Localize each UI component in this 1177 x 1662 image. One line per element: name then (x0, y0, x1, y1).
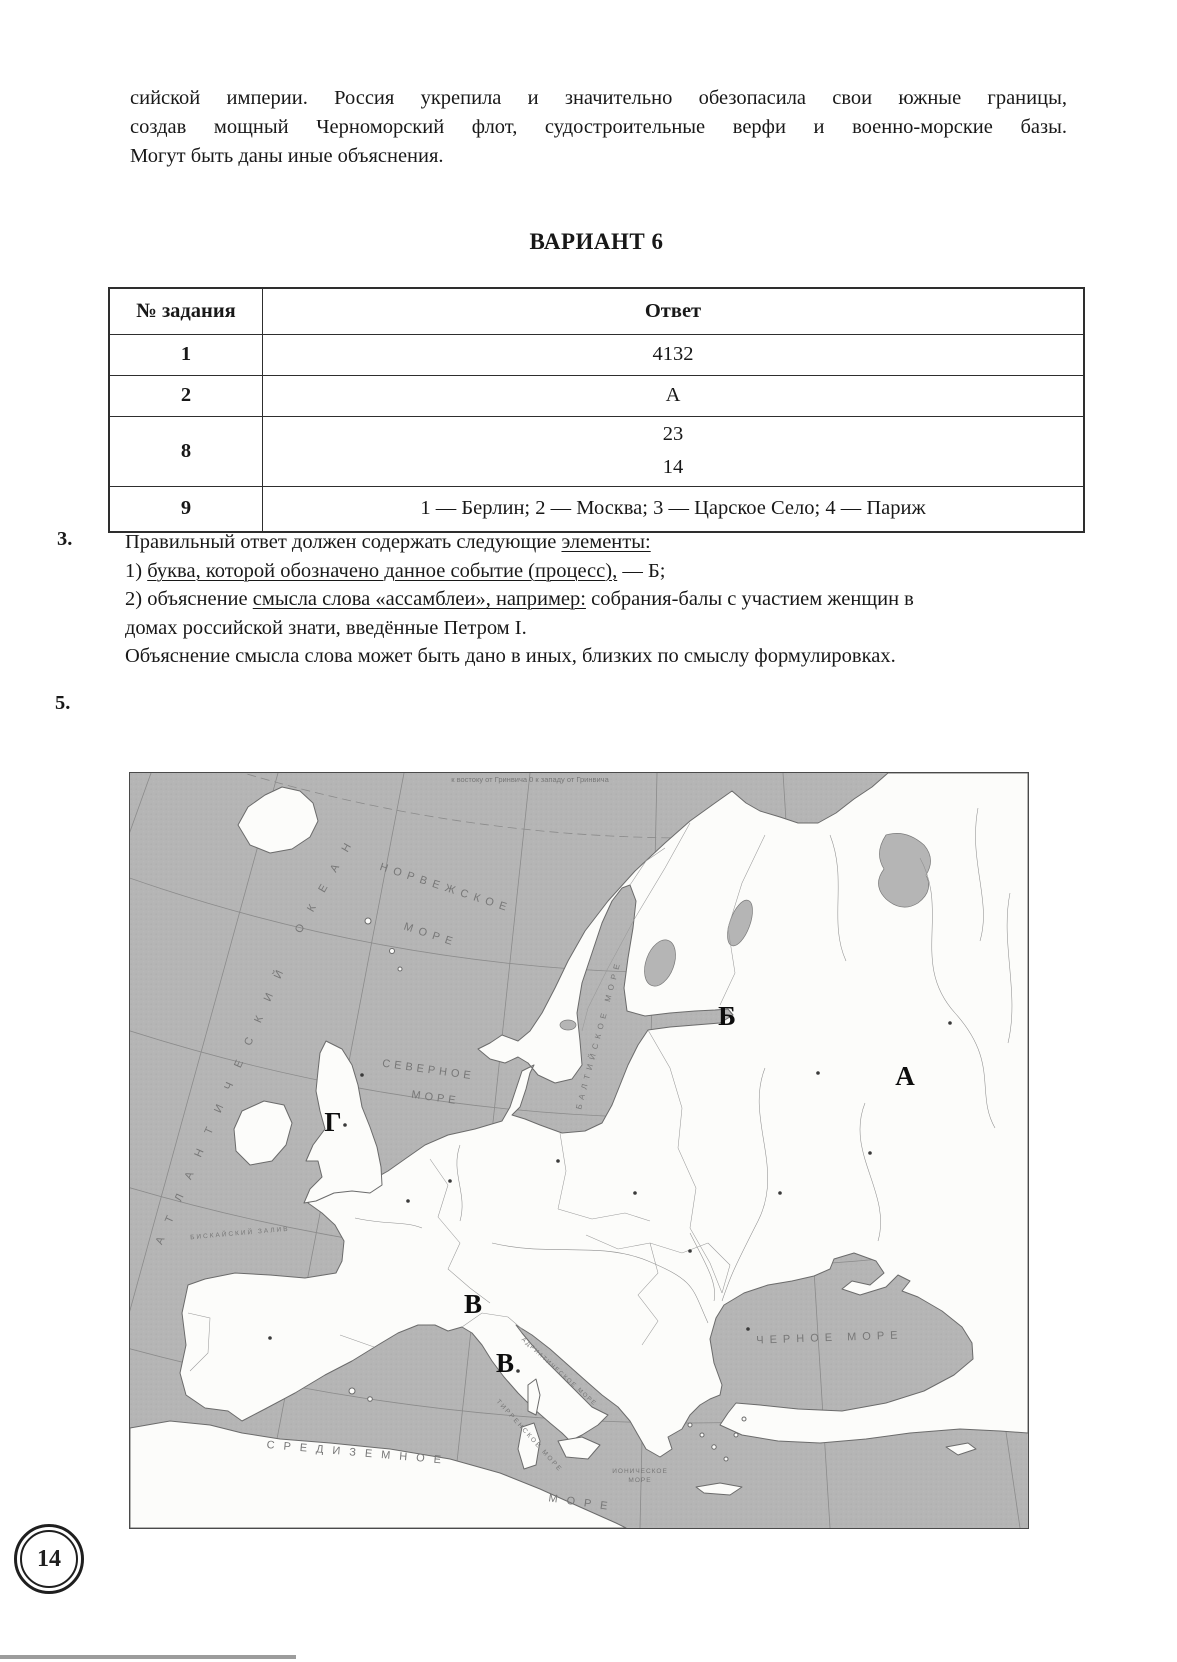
col-header-answer: Ответ (262, 287, 1085, 335)
variant-heading: ВАРИАНТ 6 (529, 229, 664, 254)
land-ireland (233, 1100, 293, 1166)
task5-number: 5. (55, 692, 71, 714)
answer-line: 23 (662, 423, 684, 445)
task3-item2-line2: домах российской знати, введённые Петром… (125, 616, 527, 639)
ionian-sea-label: ИОНИЧЕСКОЕ (612, 1468, 668, 1475)
white-sea (878, 833, 931, 908)
task3-intro: Правильный ответ должен содержать следую… (125, 531, 651, 553)
marker-letter-b: Б (718, 1001, 736, 1031)
answers-table: № задания Ответ 1 4132 2 А 8 23 14 9 1 —… (108, 287, 1085, 533)
task3-number: 3. (57, 528, 73, 550)
marker-letter-a: А (895, 1061, 915, 1091)
land-north-africa (130, 1420, 627, 1528)
rivers (354, 807, 1013, 1324)
land-cyprus (945, 1442, 977, 1456)
answer-cell: 4132 (262, 333, 1085, 376)
page-number: 14 (37, 1545, 61, 1572)
greenwich-scale-label: к востоку от Гринвича 0 к западу от Грин… (451, 775, 609, 784)
marker-letter-g: Г (324, 1107, 341, 1137)
task-number-cell: 2 (108, 374, 263, 417)
europe-contour-map: к востоку от Гринвича 0 к западу от Грин… (129, 772, 1029, 1529)
paragraph-line: сийской империи. Россия укрепила и значи… (130, 87, 1067, 109)
answer-line: 14 (662, 456, 684, 478)
lake-vanern (559, 1019, 577, 1031)
inland-waters (559, 833, 931, 1031)
answer-cell: А (262, 374, 1085, 417)
land-crete (695, 1482, 743, 1496)
answer-cell: 23 14 (262, 415, 1085, 487)
page-number-circle-inner (20, 1530, 78, 1588)
underlined-text: буква, которой обозначено данное событие… (147, 559, 618, 582)
task3-item1: 1) буква, которой обозначено данное собы… (125, 559, 666, 582)
land-great-britain (303, 1040, 383, 1204)
small-islands (348, 917, 747, 1462)
country-borders (187, 822, 766, 1372)
land-corsica (527, 1378, 541, 1416)
task3-item2-line1: 2) объяснение смысла слова «ассамблеи», … (125, 588, 914, 611)
land-sardinia (517, 1422, 541, 1470)
map-markers: Б А Г В В (324, 1001, 915, 1378)
answer-cell: 1 — Берлин; 2 — Москва; 3 — Царское Село… (262, 485, 1085, 533)
land-iceland (237, 786, 319, 854)
page-number-circle-outer (14, 1524, 84, 1594)
black-sea-label: ЧЕРНОЕ МОРЕ (756, 1329, 904, 1346)
col-header-task: № задания (108, 287, 263, 335)
marker-letter-v1: В (464, 1289, 482, 1319)
land-sicily (557, 1436, 601, 1460)
table-row: 8 23 14 (108, 415, 1085, 487)
underlined-text: элементы: (561, 531, 651, 553)
intro-paragraph: сийской империи. Россия укрепила и значи… (130, 84, 1067, 171)
lake-ladoga (644, 939, 676, 987)
table-header-row: № задания Ответ (108, 287, 1085, 335)
table-row: 9 1 — Берлин; 2 — Москва; 3 — Царское Се… (108, 485, 1085, 533)
city-dots (268, 1021, 952, 1373)
paragraph-line: создав мощный Черноморский флот, судостр… (130, 116, 1067, 138)
land-mainland-europe (179, 773, 1028, 1458)
answers-table-wrap: № задания Ответ 1 4132 2 А 8 23 14 9 1 —… (108, 287, 1085, 533)
table-row: 1 4132 (108, 333, 1085, 376)
paragraph-line: Могут быть даны иные объяснения. (130, 145, 444, 167)
marker-letter-v2: В (496, 1348, 514, 1378)
task-number-cell: 9 (108, 485, 263, 533)
table-row: 2 А (108, 374, 1085, 417)
task3-note: Объяснение смысла слова может быть дано … (125, 645, 896, 668)
underlined-text: смысла слова «ассамблеи», например: (252, 588, 586, 611)
task3-body: Правильный ответ должен содержать следую… (125, 528, 1075, 671)
task-number-cell: 8 (108, 415, 263, 487)
scan-edge-artifact (0, 1655, 296, 1659)
ionian-sea-label: МОРЕ (628, 1477, 651, 1484)
task-number-cell: 1 (108, 333, 263, 376)
